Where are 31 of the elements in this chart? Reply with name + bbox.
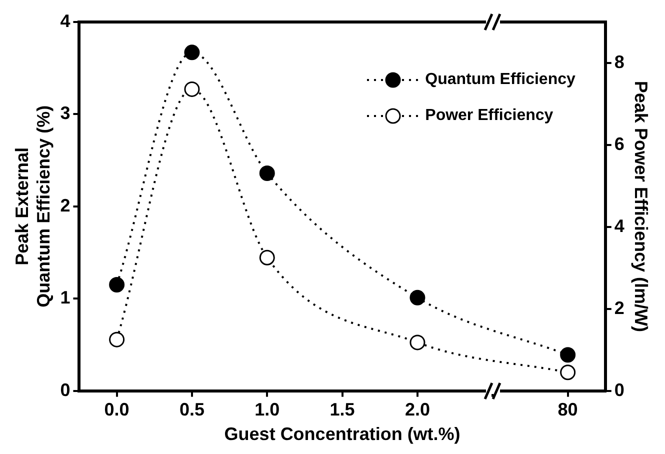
x-tick-label: 1.5	[330, 400, 355, 420]
x-tick-label: 80	[558, 400, 578, 420]
point	[410, 290, 426, 306]
y-tick-label: 0	[60, 380, 70, 400]
y2-tick-label: 6	[614, 134, 624, 154]
legend-label: Power Efficiency	[425, 107, 554, 125]
y2-tick-label: 0	[614, 380, 624, 400]
y-axis-title: Peak External Quantum Efficiency (%)	[12, 105, 54, 308]
y2-axis-title: Peak Power Efficiency (lm/W)	[631, 80, 652, 332]
x-axis-title: Guest Concentration (wt.%)	[224, 424, 460, 444]
x-tick-label: 0.0	[104, 400, 130, 420]
y-tick-label: 1	[60, 288, 70, 308]
point	[259, 165, 275, 181]
legend-label: Quantum Efficiency	[425, 71, 576, 89]
point	[259, 250, 275, 266]
point	[560, 347, 576, 363]
y-tick-label: 3	[60, 103, 70, 124]
y2-tick-label: 4	[614, 216, 624, 236]
y-tick-label: 4	[60, 10, 70, 31]
point	[184, 44, 200, 60]
y-tick-label: 2	[60, 195, 70, 216]
point	[184, 81, 200, 97]
y2-tick-label: 2	[614, 298, 624, 318]
x-tick-label: 2.0	[404, 400, 430, 420]
x-tick-label: 1.0	[254, 400, 280, 420]
x-tick-label: 0.5	[179, 400, 204, 420]
point	[109, 277, 125, 293]
point	[109, 332, 125, 348]
point	[560, 364, 576, 380]
y2-tick-label: 8	[614, 52, 624, 72]
point	[410, 334, 426, 350]
